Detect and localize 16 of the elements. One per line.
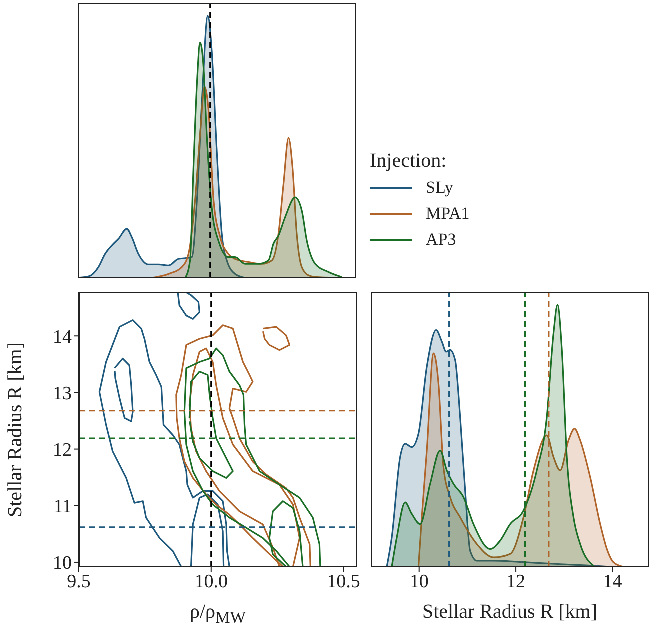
legend-title: Injection: bbox=[370, 150, 448, 173]
y-tick-label: 12 bbox=[53, 440, 72, 462]
x-axis-title: ρ/ρ$_{MW}$ bbox=[188, 601, 248, 628]
x-tick-label: 14 bbox=[603, 571, 623, 592]
legend-label: SLy bbox=[426, 178, 454, 198]
legend-label: MPA1 bbox=[426, 204, 470, 224]
y-tick-label: 11 bbox=[54, 496, 72, 518]
x-axis-title: Stellar Radius R [km] bbox=[422, 601, 598, 624]
legend-label: AP3 bbox=[426, 230, 456, 250]
y-tick-label: 13 bbox=[53, 383, 72, 404]
x-tick-label: 10 bbox=[410, 571, 429, 592]
y-axis-title: Stellar Radius R [km] bbox=[4, 342, 28, 517]
x-tick-label: 10.0 bbox=[194, 571, 228, 592]
y-tick-label: 14 bbox=[53, 326, 72, 348]
x-tick-label: 12 bbox=[506, 571, 526, 592]
x-tick-label: 10.5 bbox=[327, 571, 360, 592]
